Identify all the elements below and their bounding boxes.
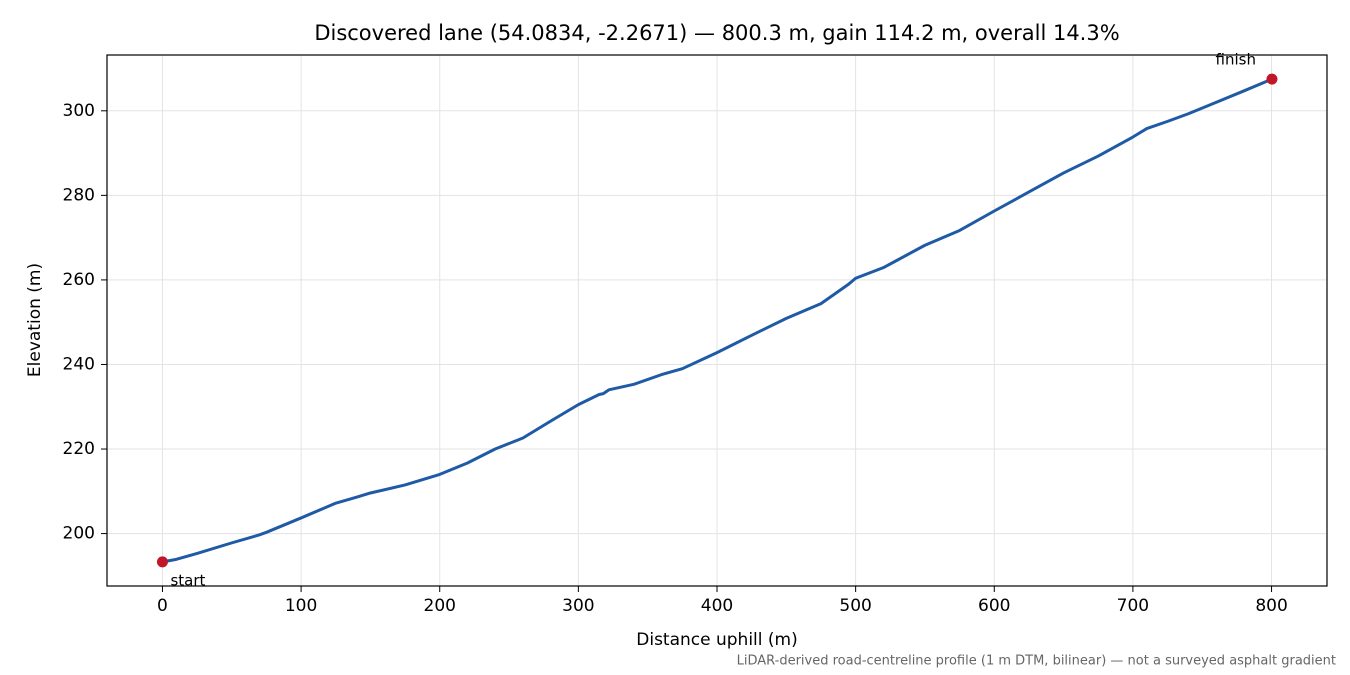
- x-tick-label: 500: [839, 596, 871, 616]
- x-tick-label: 800: [1255, 596, 1287, 616]
- x-axis-label: Distance uphill (m): [636, 630, 797, 650]
- x-tick-label: 700: [1117, 596, 1149, 616]
- annotation: start: [170, 571, 205, 589]
- plot-frame: [106, 54, 1328, 587]
- x-tick-label: 300: [562, 596, 594, 616]
- y-tick-label: 240: [63, 354, 95, 374]
- chart-title: Discovered lane (54.0834, -2.2671) — 800…: [314, 21, 1119, 45]
- x-tick-label: 400: [701, 596, 733, 616]
- annotation: finish: [1216, 51, 1256, 69]
- y-tick-label: 200: [63, 524, 95, 544]
- line: [162, 77, 1273, 564]
- x-tick-label: 600: [978, 596, 1010, 616]
- y-tick-label: 300: [63, 101, 95, 121]
- y-tick-label: 220: [63, 439, 95, 459]
- x-tick-label: 200: [424, 596, 456, 616]
- y-tick-label: 260: [63, 270, 95, 290]
- footnote: LiDAR-derived road-centreline profile (1…: [737, 654, 1336, 669]
- endpoint-marker: [156, 556, 168, 568]
- x-tick-label: 100: [285, 596, 317, 616]
- endpoint-marker: [1266, 73, 1278, 85]
- y-tick-label: 280: [63, 185, 95, 205]
- x-tick-label: 0: [157, 596, 168, 616]
- y-axis-label: Elevation (m): [25, 263, 45, 377]
